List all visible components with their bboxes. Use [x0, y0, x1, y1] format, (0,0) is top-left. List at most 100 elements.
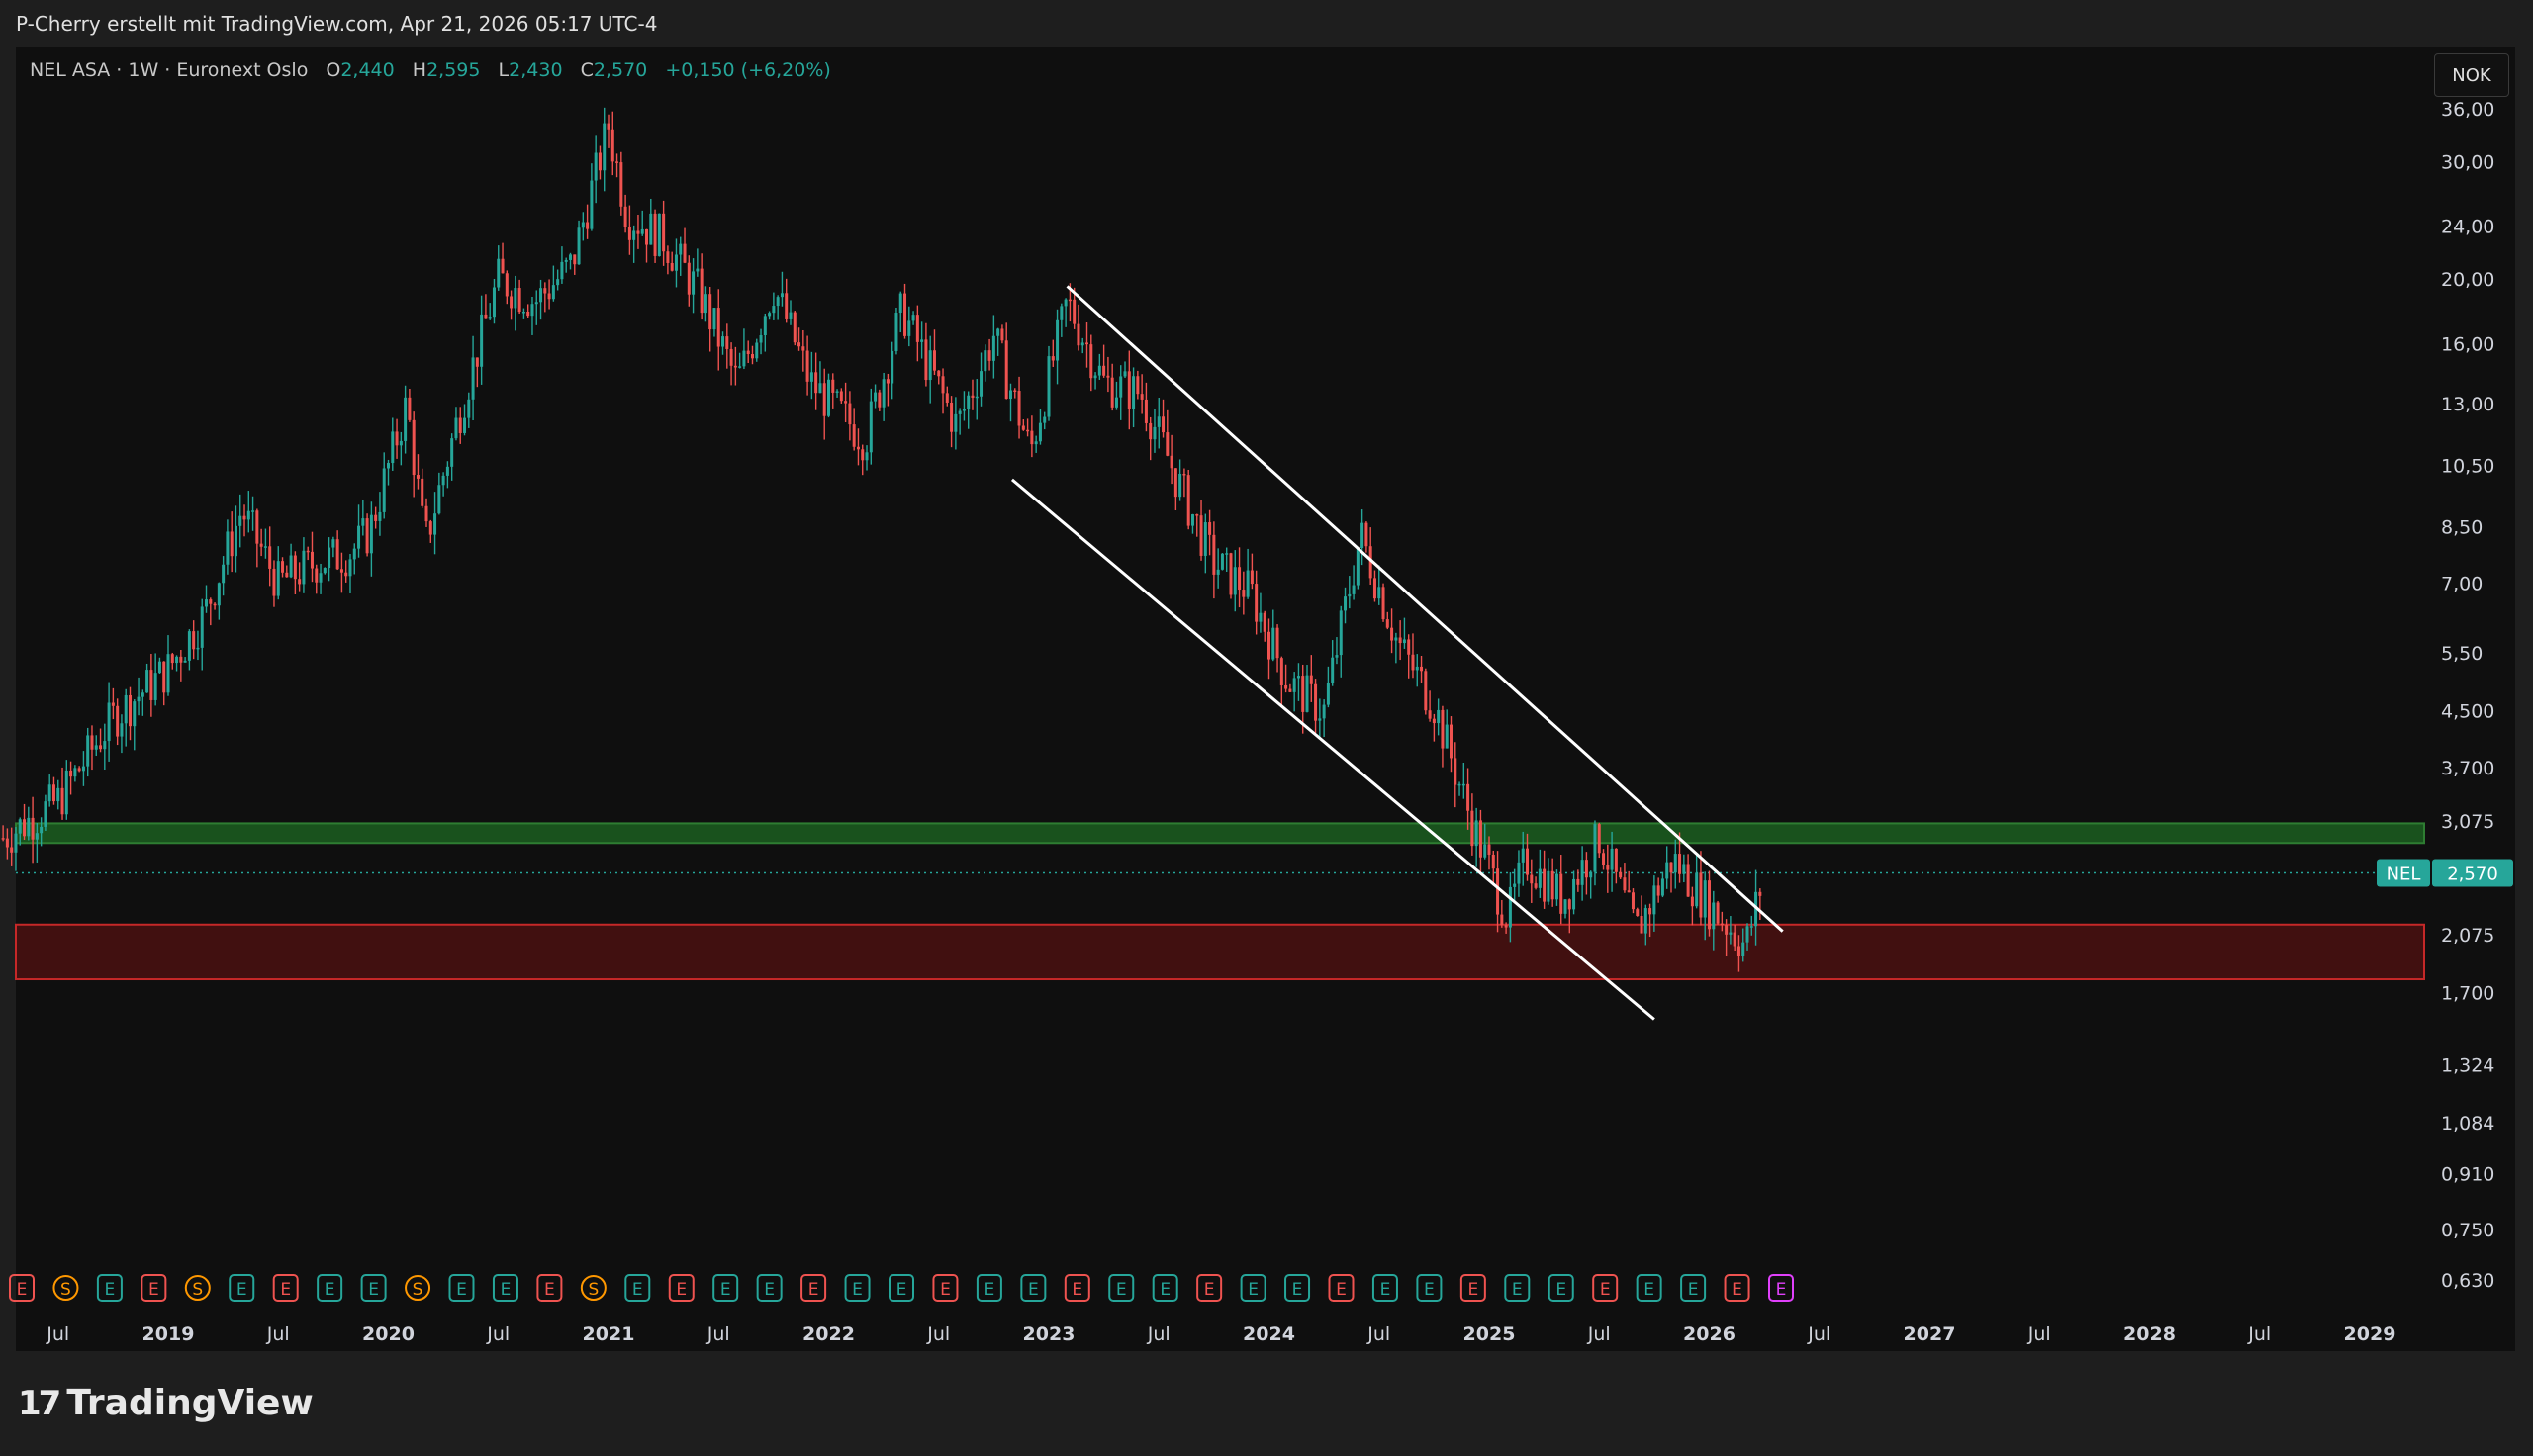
- candle-body: [674, 254, 678, 271]
- candle-body: [636, 230, 640, 234]
- candle-body: [1390, 627, 1394, 641]
- candle-body: [35, 833, 39, 840]
- candle-body: [692, 271, 696, 295]
- candle-body: [814, 372, 818, 394]
- candle-body: [852, 424, 856, 447]
- candle-body: [1500, 914, 1504, 926]
- y-tick-label: 5,50: [2441, 643, 2483, 665]
- candle-body: [1127, 371, 1131, 410]
- candle-body: [1360, 522, 1364, 549]
- candle-body: [1275, 627, 1279, 659]
- candle-body: [289, 555, 293, 578]
- price-axis: 36,00 30,00 24,00 20,00 16,00 13,00 10,50 8,50 7…: [2441, 99, 2494, 1292]
- candle-body: [1004, 340, 1008, 400]
- candle-body: [649, 213, 653, 245]
- candle-body: [645, 228, 649, 245]
- candle-body: [124, 694, 128, 724]
- candle-body: [590, 180, 594, 229]
- split-marker-icon: [52, 1275, 79, 1301]
- candle-body: [23, 819, 27, 837]
- earnings-marker-icon: [1680, 1274, 1707, 1302]
- event-marker-label: E: [1776, 1280, 1787, 1300]
- event-marker-label: E: [456, 1280, 467, 1300]
- time-axis: Jul 2019 Jul 2020 Jul 2021 Jul 2022 Jul 2023 Jul 20…: [46, 1323, 2395, 1345]
- candle-body: [471, 357, 475, 400]
- candle-body: [246, 510, 250, 520]
- candle-body: [1567, 899, 1571, 910]
- candle-body: [1026, 429, 1030, 432]
- candle-body: [234, 525, 237, 557]
- candle-body: [133, 701, 137, 727]
- candle-body: [683, 243, 687, 263]
- candle-body: [1377, 587, 1381, 599]
- candle-body: [348, 559, 352, 577]
- candle-body: [729, 348, 733, 366]
- candle-body: [1538, 868, 1542, 888]
- candle-body: [1140, 394, 1144, 400]
- y-tick-label: 7,00: [2441, 573, 2483, 594]
- event-marker-label: E: [280, 1280, 291, 1300]
- candle-body: [69, 770, 73, 777]
- candle-body: [44, 801, 47, 827]
- candle-body: [568, 254, 572, 260]
- candle-body: [1517, 862, 1521, 884]
- candle-body: [894, 313, 898, 351]
- candle-body: [1411, 654, 1415, 671]
- high-label: H: [412, 59, 427, 81]
- candle-body: [458, 417, 462, 433]
- currency-button[interactable]: NOK: [2434, 53, 2509, 97]
- candle-body: [1695, 872, 1699, 907]
- candle-body: [1, 838, 5, 840]
- candle-body: [725, 336, 729, 349]
- earnings-marker-icon: [492, 1274, 518, 1302]
- candle-body: [1259, 612, 1263, 622]
- candle-body: [1665, 862, 1669, 879]
- candle-body: [1309, 675, 1313, 684]
- candle-body: [932, 350, 936, 371]
- symbol-legend: NEL ASA · 1W · Euronext Oslo O2,440 H2,5…: [30, 59, 831, 81]
- candles: [1, 107, 1762, 972]
- candle-body: [107, 702, 111, 742]
- candle-body: [805, 350, 809, 382]
- candle-body: [428, 521, 432, 535]
- candle-body: [1263, 612, 1266, 632]
- x-tick-label: Jul: [1366, 1323, 1390, 1345]
- candle-body: [369, 514, 373, 554]
- earnings-marker-icon: [712, 1274, 739, 1302]
- candle-body: [1576, 878, 1580, 885]
- y-tick-label: 10,50: [2441, 456, 2494, 478]
- candle-body: [915, 315, 919, 342]
- candle-body: [1385, 619, 1389, 628]
- x-tick-label: 2025: [1463, 1323, 1516, 1345]
- candle-body: [1521, 848, 1525, 863]
- candle-body: [492, 287, 496, 318]
- chart-pane[interactable]: [16, 47, 2515, 1351]
- split-marker-icon: [580, 1275, 607, 1301]
- open-label: O: [326, 59, 341, 81]
- candle-body: [1216, 569, 1220, 575]
- earnings-marker-icon: [1064, 1274, 1090, 1302]
- earnings-marker-icon: [360, 1274, 387, 1302]
- candle-body: [433, 513, 437, 535]
- earnings-marker-icon: [756, 1274, 783, 1302]
- event-marker-label: E: [808, 1280, 819, 1300]
- candle-body: [1699, 872, 1703, 918]
- candle-body: [5, 838, 9, 848]
- candle-body: [1199, 515, 1203, 556]
- candle-body: [1619, 871, 1623, 878]
- candle-body: [1428, 710, 1432, 719]
- candle-body: [47, 784, 51, 802]
- candle-body: [416, 475, 420, 479]
- candle-body: [306, 550, 310, 553]
- candle-body: [361, 518, 365, 526]
- y-tick-label: 0,630: [2441, 1270, 2494, 1292]
- candle-body: [1229, 553, 1233, 595]
- earnings-marker-icon: [536, 1274, 563, 1302]
- candle-body: [226, 531, 230, 565]
- candle-body: [615, 161, 619, 163]
- candle-body: [1344, 596, 1348, 611]
- candle-body: [293, 555, 297, 580]
- candle-body: [1437, 709, 1441, 724]
- candle-body: [560, 261, 564, 280]
